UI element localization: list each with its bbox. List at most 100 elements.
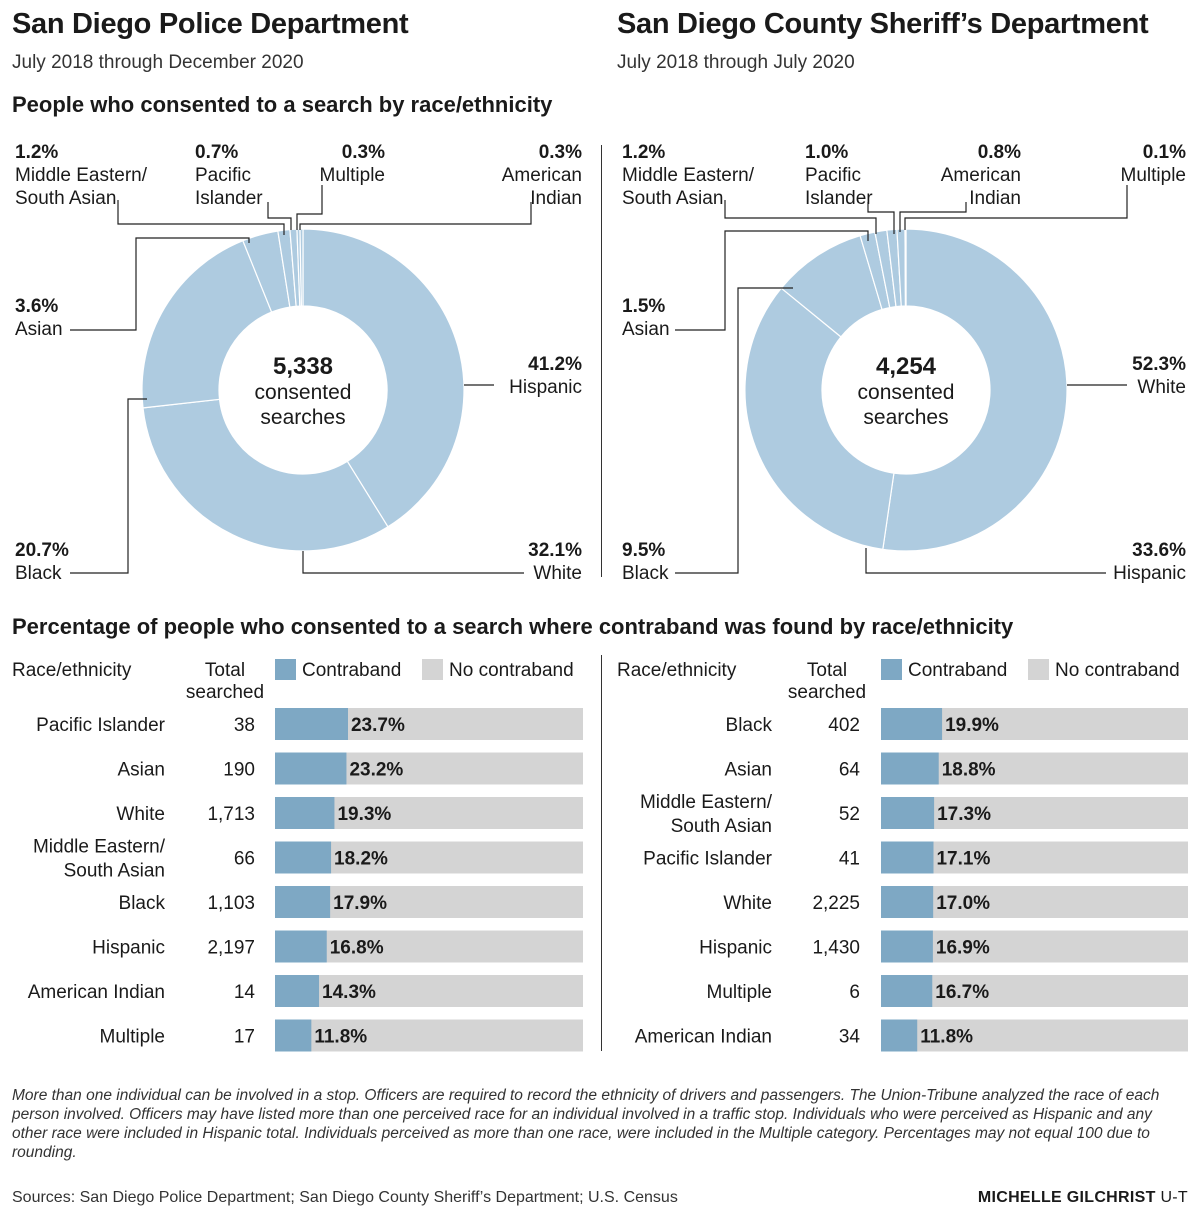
right-agency-title: San Diego County Sheriff’s Department [617, 8, 1149, 40]
police-bars-row-white-total: 1,713 [207, 804, 255, 825]
police-donut-label-pacific-islander-name-1: Pacific [195, 165, 251, 186]
police-bars-row-american-indian-total: 14 [234, 982, 256, 1003]
sheriff-bars-header-total-1: Total [807, 660, 847, 681]
police-donut-center-number: 5,338 [273, 353, 333, 380]
sheriff-bars-row-american-indian-bar-no-contraband [881, 1019, 1188, 1052]
sheriff-bars-row-black-label: Black [726, 715, 773, 736]
sheriff-bars-row-pacific-islander-bar-contraband [881, 841, 934, 874]
police-donut-label-multiple-leader [296, 185, 323, 230]
police-bars-row-hispanic-bar-contraband [275, 930, 327, 963]
sheriff-donut-label-black-pct: 9.5% [622, 540, 665, 561]
sheriff-bars-row-multiple-bar-contraband [881, 975, 933, 1007]
sheriff-bars-row-middle-eastern-south-asian-pct: 17.3% [937, 804, 991, 825]
police-donut-label-hispanic-name: Hispanic [509, 377, 582, 398]
donut-divider [601, 145, 602, 577]
sheriff-bars-row-middle-eastern-south-asian-total: 52 [839, 804, 860, 825]
police-bars-row-white-pct: 19.3% [337, 804, 391, 825]
sheriff-bars-row-american-indian-bar-contraband [881, 1019, 918, 1052]
police-donut-label-multiple-name: Multiple [320, 165, 385, 186]
sheriff-bars-row-hispanic-label: Hispanic [699, 938, 772, 959]
sheriff-bars-row-multiple-label: Multiple [707, 982, 772, 1003]
sheriff-donut-center-number: 4,254 [876, 353, 937, 380]
police-donut-label-hispanic-pct: 41.2% [528, 354, 582, 375]
police-bars-row-middle-eastern-south-asian-label-2: South Asian [64, 861, 165, 882]
police-bars-legend-no-contraband-label: No contraband [449, 660, 574, 681]
police-bars-row-asian-total: 190 [223, 760, 255, 781]
police-bars-legend-contraband-label: Contraband [302, 660, 401, 681]
police-bars-header-total-2: searched [186, 682, 264, 703]
credit-name: MICHELLE GILCHRIST [977, 1189, 1156, 1206]
credit-org: U-T [1160, 1189, 1188, 1206]
sheriff-bars-legend-contraband-label: Contraband [908, 660, 1007, 681]
police-donut-label-black-pct: 20.7% [15, 540, 69, 561]
sheriff-bars-row-white-label: White [723, 893, 772, 914]
police-bars-row-middle-eastern-south-asian-pct: 18.2% [334, 849, 388, 870]
police-donut-center-label-2: searches [260, 406, 345, 429]
police-donut-center-label-1: consented [255, 381, 352, 404]
police-bars-row-middle-eastern-south-asian-bar-contraband [275, 841, 332, 874]
police-donut-slice-white [142, 398, 389, 552]
sheriff-donut-slice-white [882, 228, 1068, 552]
police-bars-row-american-indian-bar-no-contraband [275, 975, 583, 1007]
police-bars-row-pacific-islander-pct: 23.7% [351, 715, 405, 736]
sheriff-bars-header-total-2: searched [788, 682, 866, 703]
police-bars-row-pacific-islander-label: Pacific Islander [36, 715, 166, 736]
sheriff-donut-label-pacific-islander-name-1: Pacific [805, 165, 861, 186]
sheriff-donut-label-pacific-islander-leader [867, 202, 895, 234]
donut-charts: 5,338consentedsearches41.2%Hispanic32.1%… [15, 142, 1186, 584]
sheriff-bars-row-pacific-islander-pct: 17.1% [936, 849, 990, 870]
sheriff-bars-header-race: Race/ethnicity [617, 660, 737, 681]
credit: MICHELLE GILCHRIST U-T [978, 1189, 1188, 1207]
police-bars-row-hispanic-pct: 16.8% [330, 938, 384, 959]
sheriff-donut-label-asian-pct: 1.5% [622, 296, 665, 317]
sheriff-donut-label-american-indian-pct: 0.8% [978, 142, 1021, 163]
police-bars-legend-contraband-swatch [275, 659, 296, 680]
left-agency-title: San Diego Police Department [12, 8, 409, 40]
sheriff-donut-label-middle-eastern-south-asian-leader [724, 200, 877, 234]
police-donut-slice-black [141, 239, 273, 409]
sheriff-bars-row-pacific-islander-label: Pacific Islander [643, 849, 773, 870]
sheriff-bars-row-asian-label: Asian [724, 760, 772, 781]
sheriff-donut-label-pacific-islander-pct: 1.0% [805, 142, 848, 163]
police-bars-row-white-bar-contraband [275, 797, 335, 829]
police-donut-label-multiple-pct: 0.3% [342, 142, 385, 163]
police-donut-label-middle-eastern-south-asian-leader [117, 200, 285, 235]
police-donut-label-pacific-islander-leader [267, 202, 292, 230]
sheriff-bars-legend-no-contraband-label: No contraband [1055, 660, 1180, 681]
sheriff-bars-row-middle-eastern-south-asian-label-1: Middle Eastern/ [640, 792, 773, 813]
police-donut-label-black-name: Black [15, 563, 62, 584]
police-bars-row-white-label: White [116, 804, 165, 825]
sheriff-donut-center-label-2: searches [863, 406, 948, 429]
right-agency-subtitle: July 2018 through July 2020 [617, 52, 855, 73]
police-bars-row-american-indian-label: American Indian [28, 982, 165, 1003]
police-donut-label-middle-eastern-south-asian-pct: 1.2% [15, 142, 58, 163]
sheriff-donut-label-american-indian-name-2: Indian [969, 188, 1021, 209]
sheriff-bars-row-asian-pct: 18.8% [942, 760, 996, 781]
sheriff-bars-row-white-total: 2,225 [812, 893, 860, 914]
police-donut-slice-hispanic [302, 228, 465, 528]
police-bars-row-american-indian-bar-contraband [275, 975, 320, 1007]
sheriff-donut-label-hispanic-leader [865, 548, 1106, 574]
police-donut-label-asian-name: Asian [15, 319, 63, 340]
police-bars-row-multiple-total: 17 [234, 1027, 255, 1048]
police-donut-label-american-indian-name-1: American [502, 165, 582, 186]
police-donut-label-white-name: White [533, 563, 582, 584]
sheriff-bars-row-hispanic-bar-contraband [881, 930, 933, 963]
police-donut-label-middle-eastern-south-asian-name-1: Middle Eastern/ [15, 165, 148, 186]
sheriff-bars-legend-contraband-swatch [881, 659, 902, 680]
sheriff-bars-row-hispanic-pct: 16.9% [936, 938, 990, 959]
police-bars-row-american-indian-pct: 14.3% [322, 982, 376, 1003]
sheriff-bars-row-multiple-total: 6 [849, 982, 860, 1003]
police-donut-label-white-pct: 32.1% [528, 540, 582, 561]
police-donut-label-pacific-islander-name-2: Islander [195, 188, 263, 209]
sheriff-donut-label-american-indian-leader [899, 202, 967, 232]
sheriff-bars-row-white-pct: 17.0% [936, 893, 990, 914]
police-bars-row-multiple-bar-contraband [275, 1019, 312, 1052]
sheriff-bars-legend-no-contraband-swatch [1028, 659, 1049, 680]
police-donut-label-white-leader [302, 551, 524, 574]
police-donut-label-american-indian-leader [299, 202, 532, 230]
